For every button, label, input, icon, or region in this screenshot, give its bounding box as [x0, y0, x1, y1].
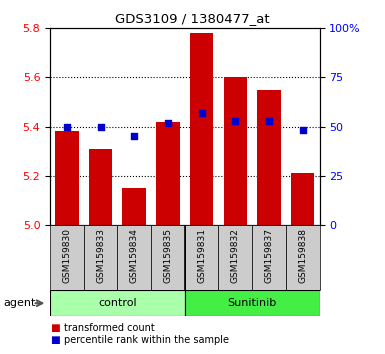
- Bar: [257, 90, 281, 225]
- Text: GSM159832: GSM159832: [231, 228, 240, 283]
- Point: [232, 118, 238, 124]
- Text: ■: ■: [50, 335, 60, 345]
- Point: [131, 133, 137, 139]
- Bar: [224, 78, 247, 225]
- Bar: [219, 225, 252, 290]
- Bar: [117, 225, 151, 290]
- Bar: [84, 225, 117, 290]
- Text: Sunitinib: Sunitinib: [228, 298, 277, 308]
- Text: percentile rank within the sample: percentile rank within the sample: [64, 335, 229, 345]
- Bar: [185, 290, 320, 316]
- Bar: [291, 173, 315, 225]
- Text: GSM159831: GSM159831: [197, 228, 206, 283]
- Text: GSM159838: GSM159838: [298, 228, 307, 283]
- Point: [199, 110, 205, 116]
- Point: [97, 124, 104, 129]
- Text: GSM159835: GSM159835: [164, 228, 172, 283]
- Point: [165, 120, 171, 125]
- Text: GSM159833: GSM159833: [96, 228, 105, 283]
- Bar: [190, 33, 213, 225]
- Text: transformed count: transformed count: [64, 323, 154, 333]
- Text: GSM159830: GSM159830: [62, 228, 71, 283]
- Text: GSM159837: GSM159837: [264, 228, 273, 283]
- Point: [300, 128, 306, 133]
- Text: GDS3109 / 1380477_at: GDS3109 / 1380477_at: [115, 12, 270, 25]
- Text: control: control: [98, 298, 137, 308]
- Bar: [50, 225, 84, 290]
- Point: [266, 118, 272, 124]
- Bar: [185, 225, 219, 290]
- Bar: [89, 149, 112, 225]
- Bar: [151, 225, 185, 290]
- Text: ■: ■: [50, 323, 60, 333]
- Bar: [286, 225, 320, 290]
- Bar: [50, 290, 185, 316]
- Text: GSM159834: GSM159834: [130, 228, 139, 283]
- Bar: [55, 131, 79, 225]
- Bar: [252, 225, 286, 290]
- Text: agent: agent: [4, 298, 36, 308]
- Bar: [156, 122, 180, 225]
- Bar: [122, 188, 146, 225]
- Point: [64, 124, 70, 129]
